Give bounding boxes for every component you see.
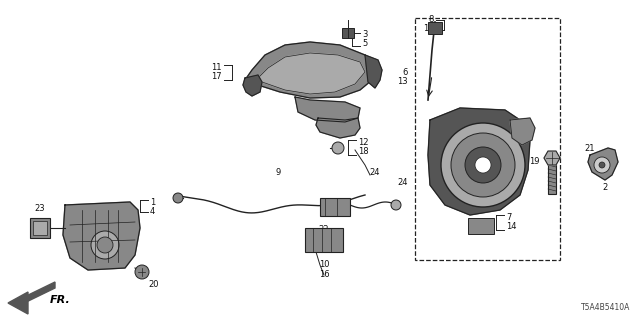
Circle shape	[475, 157, 491, 173]
Polygon shape	[245, 42, 375, 98]
Circle shape	[173, 193, 183, 203]
Text: 24: 24	[370, 168, 380, 177]
Text: FR.: FR.	[50, 295, 71, 305]
Text: 5: 5	[362, 39, 367, 48]
Bar	[320, 198, 350, 216]
Text: 24: 24	[397, 178, 408, 187]
Bar	[33, 221, 47, 235]
Text: 9: 9	[275, 168, 280, 177]
Polygon shape	[316, 118, 360, 138]
Text: 8: 8	[429, 15, 434, 24]
Polygon shape	[63, 202, 140, 270]
Text: 11: 11	[211, 63, 222, 72]
Circle shape	[465, 147, 501, 183]
Text: 12: 12	[358, 138, 369, 147]
Bar	[548, 162, 556, 194]
Bar	[342, 28, 354, 38]
Text: T5A4B5410A: T5A4B5410A	[580, 303, 630, 312]
Text: 3: 3	[362, 30, 367, 39]
Circle shape	[91, 231, 119, 259]
Text: 13: 13	[397, 77, 408, 86]
Circle shape	[97, 237, 113, 253]
Text: 23: 23	[35, 204, 45, 213]
Polygon shape	[18, 282, 55, 306]
Text: 21: 21	[585, 144, 595, 153]
Bar	[415, 18, 560, 260]
Text: 18: 18	[358, 147, 369, 156]
Polygon shape	[544, 151, 560, 165]
Text: 2: 2	[602, 183, 607, 192]
Text: 6: 6	[403, 68, 408, 77]
Polygon shape	[588, 148, 618, 180]
Text: 16: 16	[319, 270, 330, 279]
Text: 4: 4	[150, 207, 156, 216]
Text: 14: 14	[506, 222, 516, 231]
Text: 17: 17	[211, 72, 222, 81]
Circle shape	[135, 265, 149, 279]
Circle shape	[332, 142, 344, 154]
Text: 15: 15	[424, 24, 434, 33]
Polygon shape	[428, 108, 530, 215]
Text: 1: 1	[150, 198, 156, 207]
Polygon shape	[252, 53, 365, 94]
Circle shape	[599, 162, 605, 168]
Polygon shape	[243, 75, 262, 96]
Bar	[468, 218, 494, 234]
Polygon shape	[295, 97, 360, 122]
Bar	[428, 22, 442, 34]
Bar	[305, 228, 343, 252]
Text: 7: 7	[506, 213, 511, 222]
Polygon shape	[365, 55, 382, 88]
Text: 19: 19	[529, 157, 540, 166]
Circle shape	[441, 123, 525, 207]
Circle shape	[594, 157, 610, 173]
Polygon shape	[8, 292, 28, 314]
Polygon shape	[510, 118, 535, 145]
Text: 20: 20	[148, 280, 159, 289]
Bar	[30, 218, 50, 238]
Text: 22: 22	[319, 225, 329, 234]
Text: 10: 10	[319, 260, 329, 269]
Circle shape	[391, 200, 401, 210]
Circle shape	[451, 133, 515, 197]
